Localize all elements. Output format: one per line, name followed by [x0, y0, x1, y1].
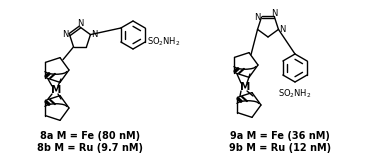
- Text: N: N: [279, 25, 286, 34]
- Text: N: N: [271, 9, 278, 18]
- Text: 9a M = Fe (36 nM): 9a M = Fe (36 nM): [230, 131, 330, 141]
- Text: 8b M = Ru (9.7 nM): 8b M = Ru (9.7 nM): [37, 143, 143, 153]
- Text: N: N: [77, 19, 83, 28]
- Text: 8a M = Fe (80 nM): 8a M = Fe (80 nM): [40, 131, 140, 141]
- Text: SO$_2$NH$_2$: SO$_2$NH$_2$: [147, 36, 181, 48]
- Text: N: N: [91, 30, 98, 39]
- Text: M: M: [51, 85, 61, 95]
- Text: N: N: [255, 13, 261, 22]
- Text: SO$_2$NH$_2$: SO$_2$NH$_2$: [278, 88, 312, 101]
- Text: N: N: [62, 30, 69, 39]
- Text: M: M: [240, 82, 250, 92]
- Text: 9b M = Ru (12 nM): 9b M = Ru (12 nM): [229, 143, 331, 153]
